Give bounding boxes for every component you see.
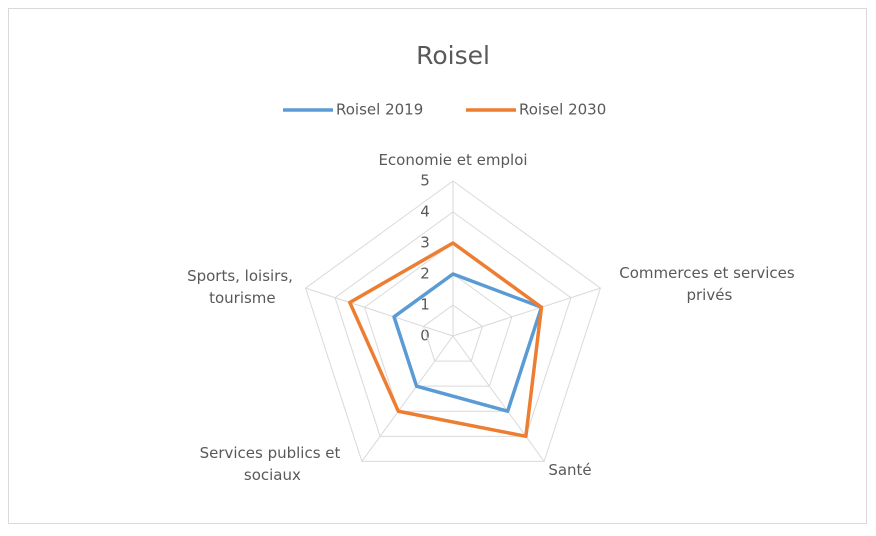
category-label: Economie et emploi [378, 151, 527, 169]
category-label: Services publics et sociaux [200, 444, 341, 484]
grid-ring [422, 304, 484, 362]
category-label: Commerces et services privés [619, 264, 795, 304]
spoke [452, 287, 601, 337]
series-line [392, 272, 544, 413]
series-line [348, 241, 544, 439]
grid-ring [304, 180, 602, 462]
tick-label: 2 [420, 265, 430, 283]
tick-label: 3 [420, 234, 430, 252]
chart-title: Roisel [416, 41, 490, 70]
chart-frame [8, 8, 867, 524]
tick-label: 0 [420, 327, 430, 345]
tick-label: 5 [420, 172, 430, 190]
spoke [452, 335, 545, 462]
tick-label: 4 [420, 203, 430, 221]
legend-label: Roisel 2030 [519, 101, 606, 119]
spoke [305, 287, 454, 337]
category-label: Santé [548, 461, 591, 479]
spoke [361, 335, 454, 462]
category-label: Sports, loisirs, tourisme [187, 267, 293, 307]
grid-ring [334, 211, 572, 437]
legend-label: Roisel 2019 [336, 101, 423, 119]
tick-label: 1 [420, 296, 430, 314]
